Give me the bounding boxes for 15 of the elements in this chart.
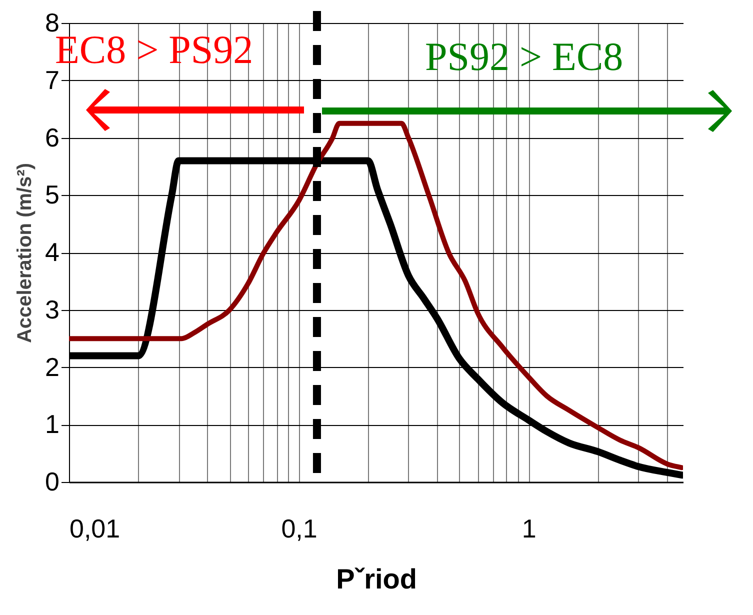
annotation: PS92 > EC8	[425, 34, 624, 79]
y-tick-label: 1	[45, 409, 60, 440]
y-tick-label: 4	[45, 237, 60, 267]
y-axis-title: Acceleration (m/s²)	[14, 162, 36, 344]
x-tick-label: 0,01	[70, 514, 120, 544]
y-tick-label: 0	[45, 466, 60, 496]
x-tick-label: 1	[522, 514, 536, 544]
y-tick-label: 7	[45, 64, 60, 95]
x-tick-label: 0,1	[281, 514, 318, 544]
y-tick-label: 3	[45, 294, 60, 324]
y-tick-label: 2	[45, 352, 60, 382]
y-tick-label: 5	[45, 180, 60, 210]
y-tick-label: 6	[45, 122, 60, 152]
x-axis-title: Pˇriod	[336, 564, 417, 594]
y-tick-label: 8	[45, 8, 60, 38]
